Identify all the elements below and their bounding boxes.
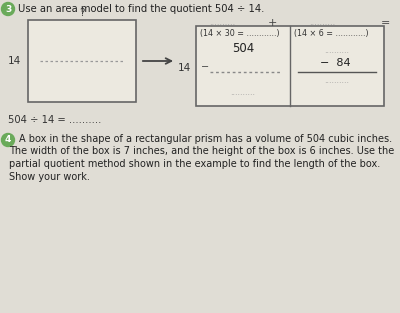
Text: (14 × 30 = ............): (14 × 30 = ............): [200, 29, 280, 38]
Circle shape: [2, 134, 14, 146]
Circle shape: [2, 3, 14, 16]
Text: ..........: ..........: [309, 18, 335, 27]
Text: 14: 14: [7, 56, 21, 66]
Text: Use an area model to find the quotient 504 ÷ 14.: Use an area model to find the quotient 5…: [18, 4, 264, 14]
Text: (14 × 6 = ............): (14 × 6 = ............): [294, 29, 369, 38]
Text: ..........: ..........: [324, 46, 350, 55]
Bar: [196, 26, 384, 106]
Text: ?: ?: [79, 8, 85, 18]
Text: ..........: ..........: [230, 88, 256, 97]
Text: A box in the shape of a rectangular prism has a volume of 504 cubic inches.: A box in the shape of a rectangular pris…: [19, 134, 392, 144]
Text: The width of the box is 7 inches, and the height of the box is 6 inches. Use the: The width of the box is 7 inches, and th…: [9, 146, 394, 156]
Text: ..........: ..........: [324, 76, 350, 85]
Text: 504: 504: [232, 42, 254, 55]
Text: Show your work.: Show your work.: [9, 172, 90, 182]
Text: 3: 3: [5, 4, 11, 13]
Text: 14: 14: [178, 63, 191, 73]
Text: 4: 4: [5, 136, 11, 145]
Text: +: +: [267, 18, 277, 28]
Text: −  84: − 84: [320, 58, 350, 68]
Text: partial quotient method shown in the example to find the length of the box.: partial quotient method shown in the exa…: [9, 159, 380, 169]
Text: =: =: [380, 18, 390, 28]
Text: 504 ÷ 14 = ..........: 504 ÷ 14 = ..........: [8, 115, 101, 125]
Text: ..........: ..........: [209, 18, 235, 27]
Text: −: −: [201, 62, 209, 72]
Bar: [28, 20, 136, 102]
